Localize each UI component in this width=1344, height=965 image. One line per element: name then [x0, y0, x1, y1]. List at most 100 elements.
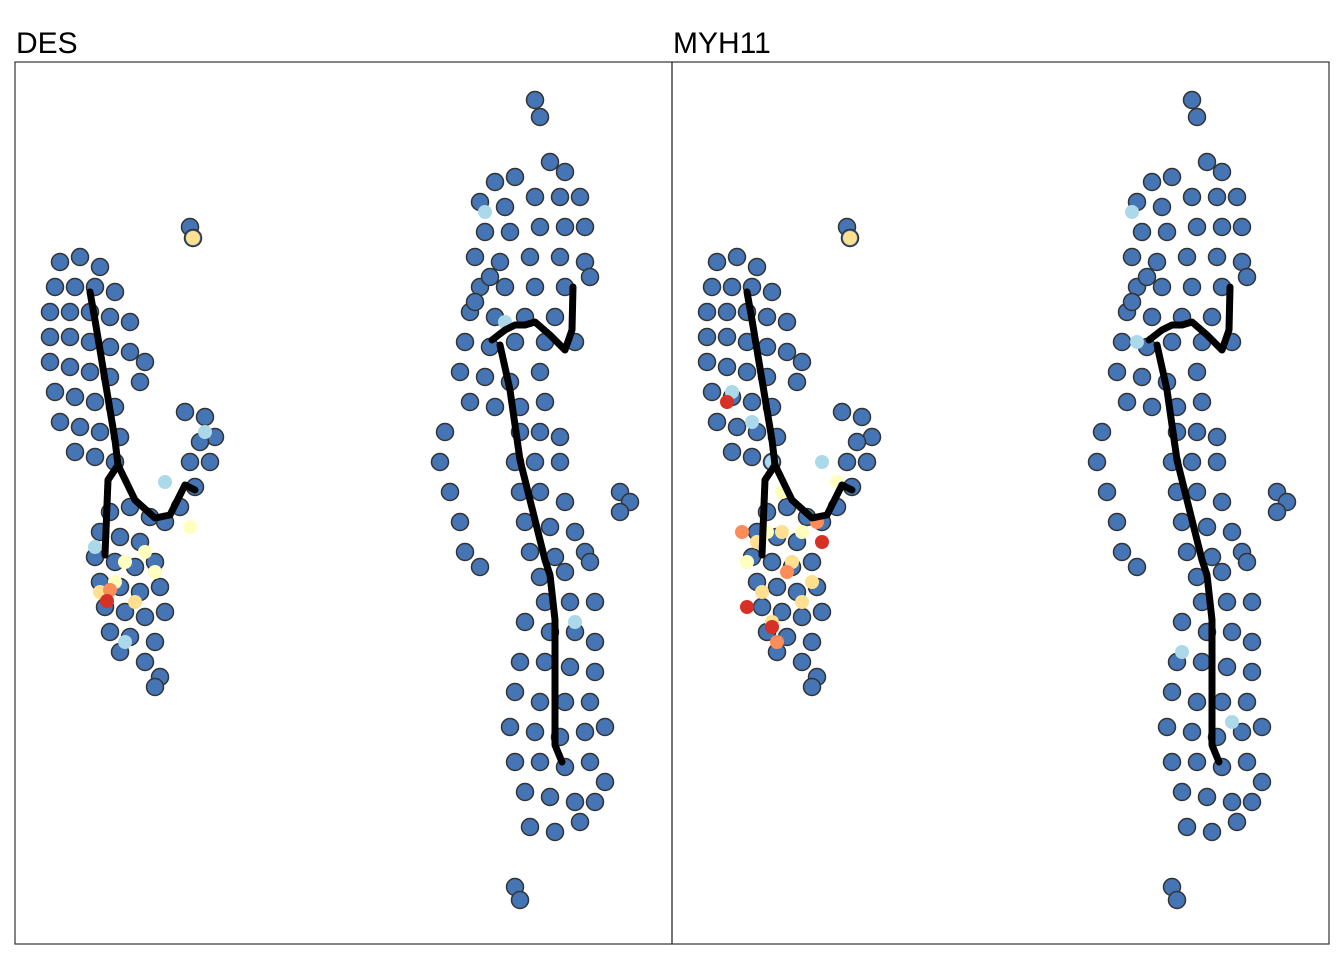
point — [530, 482, 550, 502]
point — [545, 307, 565, 327]
point — [530, 362, 550, 382]
point — [510, 652, 530, 672]
point — [110, 527, 130, 547]
point — [1152, 197, 1172, 217]
point — [1132, 222, 1152, 242]
point — [515, 782, 535, 802]
point — [1222, 622, 1242, 642]
point — [450, 512, 470, 532]
point — [1167, 890, 1187, 910]
point — [525, 187, 545, 207]
trajectory — [1153, 341, 1223, 766]
point — [852, 407, 872, 427]
point — [135, 607, 155, 627]
point — [1237, 752, 1257, 772]
point — [745, 415, 759, 429]
trajectory — [496, 341, 566, 766]
point — [1207, 452, 1227, 472]
point — [1097, 482, 1117, 502]
point — [490, 252, 510, 272]
point — [1187, 482, 1207, 502]
point — [1130, 335, 1144, 349]
point — [88, 540, 102, 554]
point — [525, 90, 545, 110]
point — [717, 302, 737, 322]
point — [1212, 492, 1232, 512]
point — [777, 312, 797, 332]
point — [155, 602, 175, 622]
point — [610, 502, 630, 522]
point — [60, 327, 80, 347]
point — [1107, 512, 1127, 532]
point — [1237, 267, 1257, 287]
point — [762, 282, 782, 302]
point — [1122, 247, 1142, 267]
point — [775, 525, 789, 539]
point — [707, 252, 727, 272]
point — [183, 520, 197, 534]
point — [762, 552, 782, 572]
point — [1237, 692, 1257, 712]
point — [100, 337, 120, 357]
point — [1172, 612, 1192, 632]
point — [765, 620, 779, 634]
point — [1187, 752, 1207, 772]
point — [575, 722, 595, 742]
point — [198, 425, 212, 439]
point — [515, 612, 535, 632]
point — [1162, 752, 1182, 772]
point — [530, 107, 550, 127]
point — [435, 422, 455, 442]
point — [740, 555, 754, 569]
point — [560, 657, 580, 677]
point — [1222, 792, 1242, 812]
point — [1087, 452, 1107, 472]
point — [103, 583, 117, 597]
point — [735, 525, 749, 539]
point — [1112, 332, 1132, 352]
point — [200, 452, 220, 472]
point — [747, 257, 767, 277]
point — [795, 525, 809, 539]
point — [1207, 427, 1227, 447]
point — [1225, 715, 1239, 729]
point — [1127, 557, 1147, 577]
point — [1177, 247, 1197, 267]
point — [555, 217, 575, 237]
point — [815, 455, 829, 469]
point — [1227, 187, 1247, 207]
point — [470, 557, 490, 577]
point — [1147, 252, 1167, 272]
point — [767, 577, 787, 597]
point — [525, 722, 545, 742]
point — [580, 692, 600, 712]
point — [570, 187, 590, 207]
point — [520, 542, 540, 562]
point — [1192, 392, 1212, 412]
point — [525, 452, 545, 472]
point — [812, 602, 832, 622]
point — [1197, 152, 1217, 172]
point — [702, 277, 722, 297]
point — [742, 392, 762, 412]
point — [1107, 362, 1127, 382]
point — [792, 352, 812, 372]
point — [530, 692, 550, 712]
panel — [697, 90, 1297, 910]
point — [1227, 812, 1247, 832]
point — [1242, 592, 1262, 612]
point — [832, 402, 852, 422]
point — [568, 615, 582, 629]
point — [837, 452, 857, 472]
point — [65, 387, 85, 407]
point — [1232, 217, 1252, 237]
point — [802, 677, 822, 697]
point — [580, 267, 600, 287]
point — [175, 402, 195, 422]
point — [530, 217, 550, 237]
point — [100, 622, 120, 642]
point — [737, 362, 757, 382]
point — [118, 555, 132, 569]
point — [1192, 652, 1212, 672]
